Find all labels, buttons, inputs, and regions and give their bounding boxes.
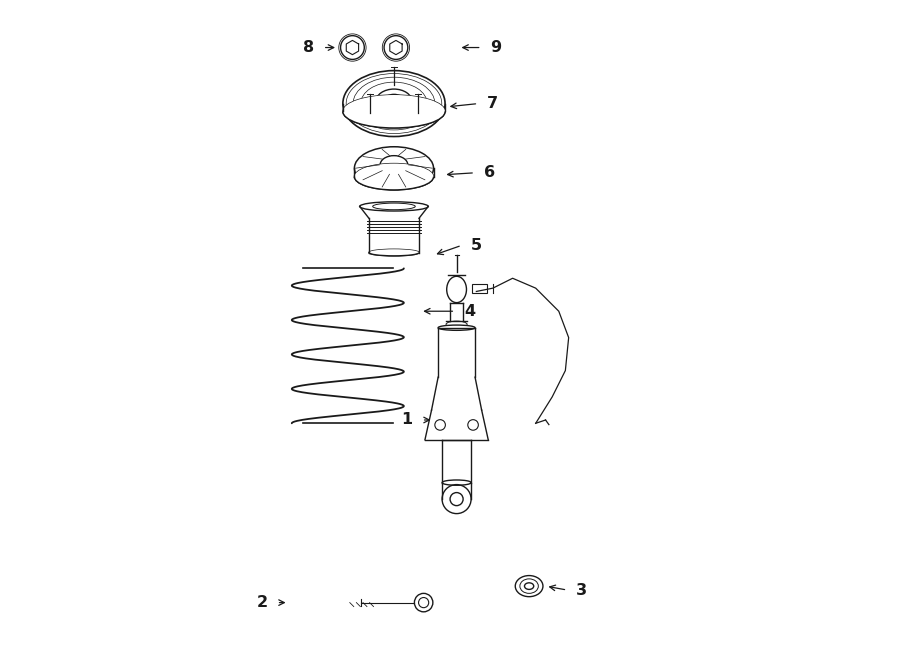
- Text: 7: 7: [487, 96, 499, 111]
- Text: 9: 9: [491, 40, 501, 55]
- Text: 1: 1: [401, 412, 413, 428]
- Ellipse shape: [438, 325, 475, 330]
- Text: 8: 8: [302, 40, 314, 55]
- Text: 3: 3: [576, 583, 588, 598]
- Text: 2: 2: [256, 595, 267, 610]
- Ellipse shape: [343, 95, 446, 128]
- Text: 4: 4: [464, 304, 475, 318]
- Text: 5: 5: [471, 238, 482, 253]
- Ellipse shape: [355, 164, 434, 190]
- Ellipse shape: [369, 250, 419, 256]
- FancyBboxPatch shape: [472, 283, 487, 293]
- Text: 6: 6: [484, 166, 495, 180]
